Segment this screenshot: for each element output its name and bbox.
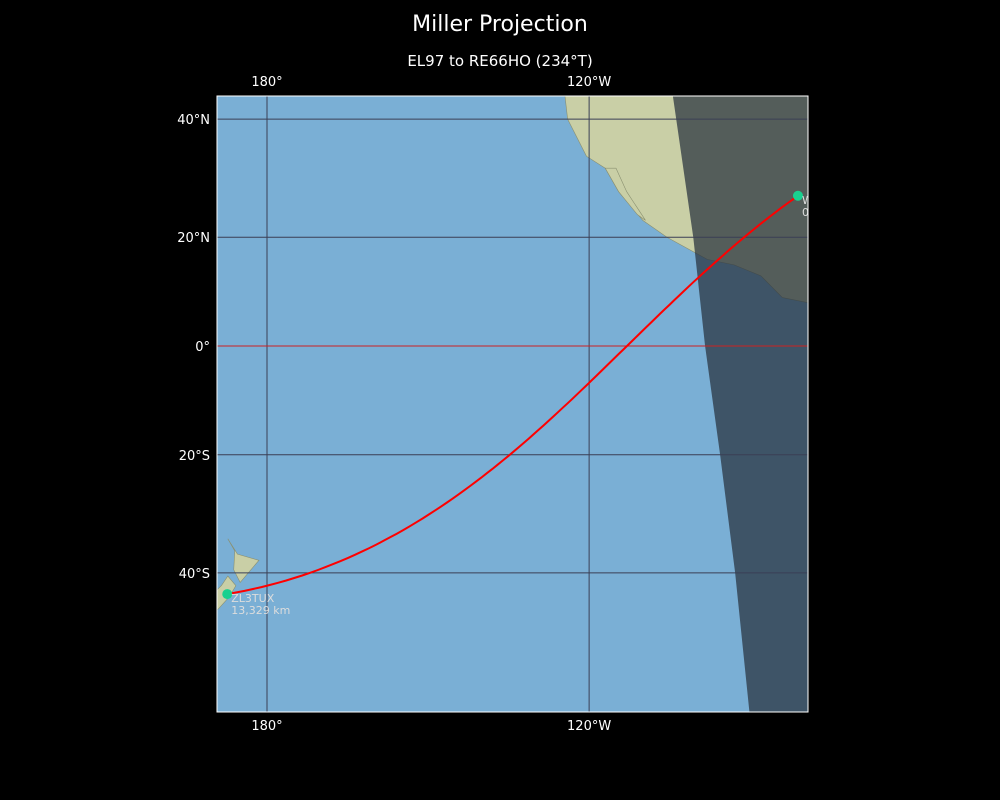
lon-tick-label-top: 120°W — [567, 75, 611, 90]
great-circle-path — [227, 194, 799, 596]
landmass-new-zealand-north — [227, 538, 260, 583]
lat-tick-label: 20°N — [177, 231, 210, 246]
station-marker — [222, 589, 233, 600]
lat-tick-label: 40°S — [179, 567, 210, 582]
station-marker — [792, 190, 803, 201]
lon-tick-label-bottom: 180° — [251, 719, 282, 734]
lat-tick-label: 40°N — [177, 113, 210, 128]
graticule — [217, 96, 808, 712]
station-distance: 0 km — [802, 206, 830, 219]
map-title: Miller Projection — [412, 12, 588, 37]
tick-labels: 180° 180° 120°W 120°W 40°N 20°N 0° 20°S 40°S — [177, 75, 611, 734]
station-callsign: ZL3TUX — [231, 592, 274, 605]
lat-tick-label: 20°S — [179, 449, 210, 464]
lat-tick-label: 0° — [195, 340, 210, 355]
night-shadow — [672, 96, 808, 712]
lon-tick-label-top: 180° — [251, 75, 282, 90]
station-callsign: WE2N — [802, 194, 835, 207]
map-subtitle: EL97 to RE66HO (234°T) — [407, 52, 593, 70]
landmass-baja-california — [604, 167, 646, 221]
station-distance: 13,329 km — [231, 604, 290, 617]
lon-tick-label-bottom: 120°W — [567, 719, 611, 734]
map-frame — [216, 95, 809, 713]
